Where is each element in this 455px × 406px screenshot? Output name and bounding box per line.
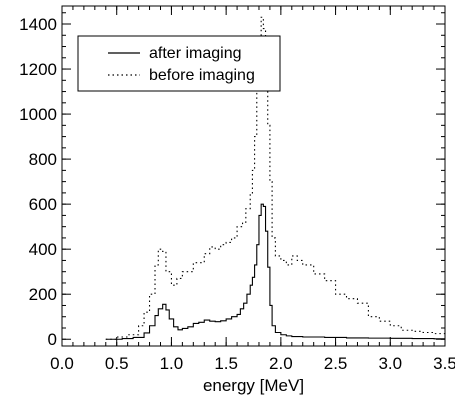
x-tick-label: 3.0: [378, 354, 402, 373]
x-tick-label: 0.5: [105, 354, 129, 373]
y-tick-label: 600: [29, 195, 57, 214]
x-tick-label: 1.0: [160, 354, 184, 373]
y-tick-label: 1000: [19, 105, 57, 124]
x-tick-label: 3.5: [433, 354, 455, 373]
x-axis-title: energy [MeV]: [203, 376, 304, 395]
plot-frame: [61, 5, 446, 347]
legend: after imaging before imaging: [77, 35, 281, 92]
x-axis-ticks: 0.0 0.5 1.0 1.5 2.0 2.5 3.0 3.5: [50, 6, 455, 373]
x-tick-label: 0.0: [50, 354, 74, 373]
y-tick-label: 1200: [19, 60, 57, 79]
plot-area: [61, 5, 446, 347]
legend-box: [77, 35, 281, 92]
y-tick-label: 800: [29, 150, 57, 169]
y-tick-label: 400: [29, 240, 57, 259]
x-tick-label: 2.5: [324, 354, 348, 373]
y-axis-ticks: 0 200 400 600 800 1000 1200 1400: [19, 12, 445, 349]
legend-label-after-imaging: after imaging: [149, 45, 242, 62]
y-tick-label: 0: [48, 330, 57, 349]
x-tick-label: 1.5: [214, 354, 238, 373]
series-after-imaging: [105, 203, 445, 340]
legend-label-before-imaging: before imaging: [149, 67, 255, 84]
y-tick-label: 1400: [19, 15, 57, 34]
x-tick-label: 2.0: [269, 354, 293, 373]
y-tick-label: 200: [29, 285, 57, 304]
